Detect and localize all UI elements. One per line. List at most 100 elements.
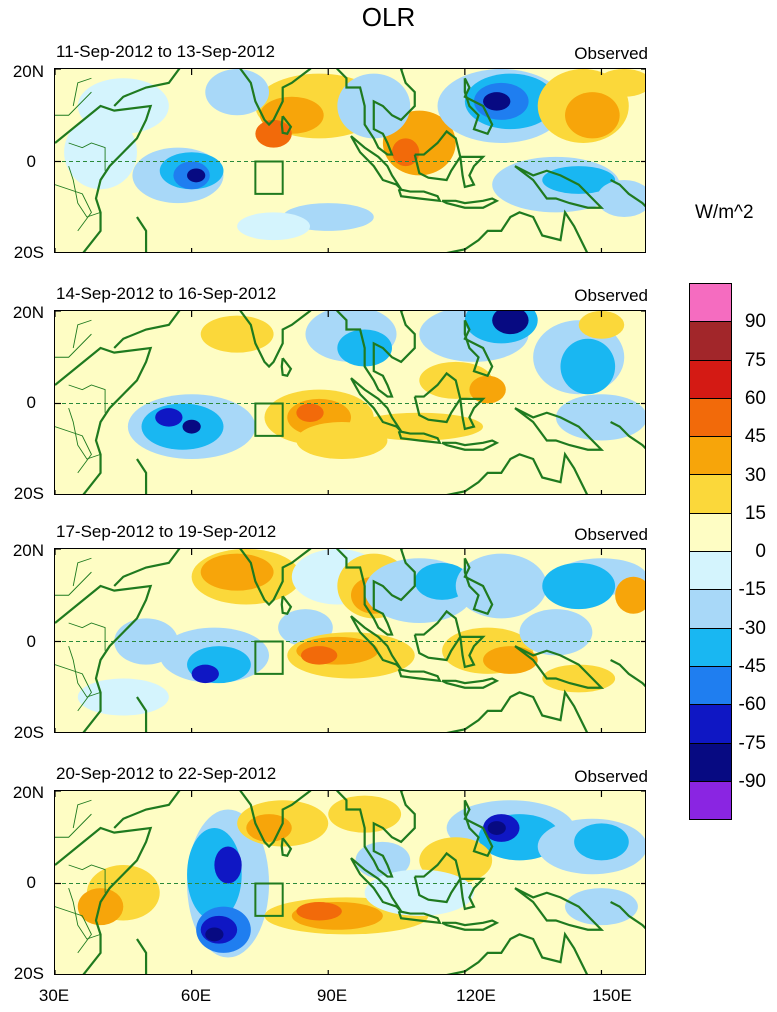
study-region-box — [254, 640, 284, 675]
olr-anomaly-contour — [560, 338, 616, 395]
coastline — [446, 451, 589, 494]
colorbar-box — [689, 436, 732, 476]
olr-anomaly-contour — [492, 311, 529, 335]
coastline — [441, 677, 500, 689]
colorbar-tick-label: -60 — [738, 694, 766, 716]
coastline — [136, 458, 148, 494]
country-border — [72, 319, 92, 349]
coastline — [113, 791, 181, 829]
country-border — [68, 165, 101, 218]
figure-title: OLR — [361, 2, 416, 32]
country-border — [55, 906, 92, 954]
coastline — [136, 938, 148, 974]
panel-3-label: Observed — [574, 525, 648, 544]
panel-4-date-range: 20-Sep-2012 to 22-Sep-2012 — [56, 764, 277, 783]
country-border — [55, 333, 92, 358]
olr-anomaly-contour — [296, 403, 324, 422]
coastline — [446, 209, 589, 252]
olr-anomaly-contour — [565, 92, 620, 139]
olr-anomaly-contour — [205, 69, 270, 116]
coastline — [280, 357, 293, 377]
colorbar-box — [689, 704, 732, 744]
coastline — [113, 69, 181, 107]
study-region-box — [254, 160, 284, 195]
olr-anomaly-contour — [565, 888, 638, 926]
colorbar-tick-label: 45 — [744, 426, 766, 448]
panel-2-date-range: 14-Sep-2012 to 16-Sep-2012 — [56, 284, 277, 303]
panel-2-lat-0: 0 — [26, 393, 36, 412]
coastline — [397, 430, 442, 445]
country-border — [55, 184, 92, 232]
coastline — [463, 557, 494, 616]
coastline — [55, 584, 153, 732]
country-border — [68, 622, 106, 651]
colorbar-box — [689, 665, 732, 706]
olr-map-panel-1 — [54, 68, 646, 253]
colorbar-box — [689, 780, 732, 821]
colorbar-tick-label: 90 — [744, 311, 766, 333]
coastline — [136, 216, 148, 252]
coastline — [55, 826, 153, 974]
olr-anomaly-contour — [391, 138, 420, 167]
olr-anomaly-contour — [574, 823, 629, 861]
colorbar-tick-label: -90 — [738, 770, 766, 792]
olr-anomaly-contour — [455, 553, 547, 619]
colorbar-tick-label: 60 — [744, 387, 766, 409]
olr-anomaly-contour — [414, 562, 470, 600]
panel-4-lat-20n: 20N — [12, 783, 44, 802]
coastline — [459, 155, 486, 189]
coastline — [459, 877, 486, 911]
panel-4-lat-20s: 20S — [13, 964, 44, 983]
panel-3-date-range: 17-Sep-2012 to 19-Sep-2012 — [56, 522, 277, 541]
colorbar — [689, 283, 732, 821]
coastline — [280, 595, 293, 615]
coastline — [397, 668, 442, 683]
coastline — [610, 659, 645, 688]
olr-map-panel-2 — [54, 310, 646, 495]
coastline — [280, 115, 293, 135]
olr-anomaly-contour — [77, 888, 124, 926]
olr-map-1 — [55, 69, 645, 252]
panel-2-label: Observed — [574, 286, 648, 305]
coastline — [239, 791, 312, 849]
olr-anomaly-contour — [596, 69, 645, 97]
panel-1-date-range: 11-Sep-2012 to 13-Sep-2012 — [56, 42, 275, 61]
coastline — [113, 549, 181, 587]
olr-anomaly-contour — [214, 846, 242, 884]
country-border — [55, 426, 92, 474]
panel-1-lat-0: 0 — [26, 152, 36, 171]
coastline — [463, 799, 494, 858]
coastline — [514, 407, 605, 451]
olr-anomaly-contour — [296, 902, 342, 921]
olr-anomaly-contour — [487, 821, 506, 835]
coastline — [441, 197, 500, 209]
lon-label-30e: 30E — [38, 986, 70, 1005]
country-border — [55, 664, 92, 712]
colorbar-box — [689, 512, 732, 553]
olr-anomaly-contour — [205, 927, 224, 942]
coastline — [336, 311, 416, 398]
coastline — [459, 397, 486, 431]
olr-anomaly-contour — [187, 168, 206, 183]
coastline — [336, 549, 416, 636]
lon-label-90e: 90E — [316, 986, 348, 1005]
country-border — [72, 557, 92, 587]
coastline — [397, 910, 442, 925]
lon-label-150e: 150E — [592, 986, 632, 1005]
coastline — [336, 791, 416, 878]
panel-2-lat-20n: 20N — [12, 303, 44, 322]
olr-anomaly-contour — [300, 646, 338, 665]
olr-anomaly-contour — [64, 115, 137, 190]
panel-4-label: Observed — [574, 767, 648, 786]
coastline — [441, 439, 500, 451]
country-border — [55, 813, 92, 838]
coastline — [441, 919, 500, 931]
colorbar-tick-label: -45 — [738, 656, 766, 677]
panel-1-lat-20n: 20N — [12, 62, 44, 81]
coastline — [55, 104, 153, 252]
olr-anomaly-contour — [555, 394, 645, 441]
olr-anomaly-contour — [469, 375, 506, 404]
olr-anomaly-contour — [182, 419, 201, 434]
colorbar-tick-label: -30 — [738, 617, 766, 639]
country-border — [68, 864, 106, 893]
